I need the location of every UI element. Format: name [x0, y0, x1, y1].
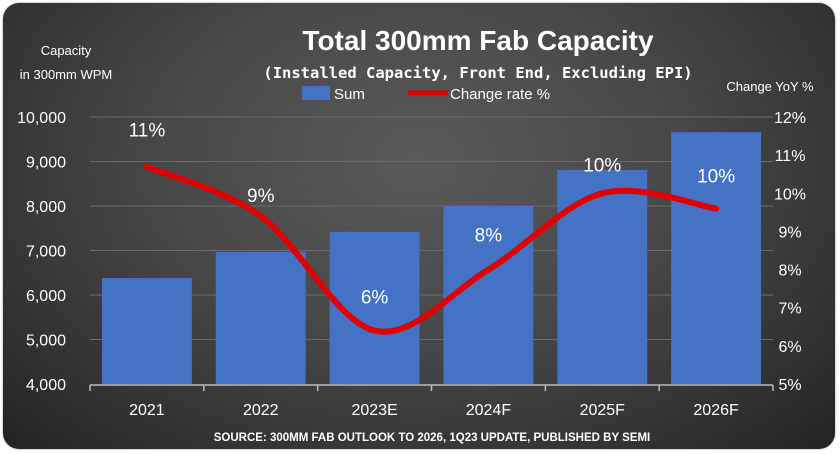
x-tick-label: 2021 [129, 402, 165, 419]
right-tick-label: 7% [778, 301, 801, 318]
data-label: 11% [129, 121, 166, 142]
data-label: 10% [583, 155, 621, 176]
source-note: SOURCE: 300MM FAB OUTLOOK TO 2026, 1Q23 … [214, 432, 650, 444]
x-tick-label: 2022 [243, 402, 279, 419]
left-tick-label: 9,000 [26, 155, 66, 172]
left-tick-label: 8,000 [26, 199, 66, 216]
right-tick-label: 10% [774, 186, 806, 203]
right-axis-label: Change YoY % [726, 79, 814, 94]
left-tick-label: 4,000 [26, 377, 66, 394]
left-axis-label-2: in 300mm WPM [20, 67, 112, 82]
left-tick-label: 5,000 [26, 333, 66, 350]
change-rate-line [143, 163, 720, 335]
data-label: 6% [361, 288, 389, 309]
right-tick-label: 9% [778, 224, 801, 241]
right-tick-label: 5% [778, 377, 801, 394]
chart-title: Total 300mm Fab Capacity [302, 25, 654, 56]
bar-2025F [557, 169, 648, 384]
left-tick-label: 7,000 [26, 244, 66, 261]
data-label: 8% [475, 226, 503, 247]
right-tick-label: 8% [778, 263, 801, 280]
legend-swatch-sum [302, 86, 330, 100]
legend-label-sum: Sum [334, 86, 365, 103]
x-tick-label: 2023E [351, 402, 397, 419]
chart-subtitle: (Installed Capacity, Front End, Excludin… [263, 64, 692, 82]
data-label: 10% [697, 167, 735, 188]
right-tick-label: 11% [775, 148, 806, 165]
left-tick-label: 6,000 [26, 288, 66, 305]
data-label: 9% [247, 186, 275, 207]
left-tick-label: 10,000 [17, 110, 66, 127]
bar-2026F [671, 132, 762, 384]
bar-2021 [101, 278, 192, 384]
left-axis-label-1: Capacity [41, 43, 92, 58]
x-tick-label: 2026F [693, 402, 739, 419]
x-tick-label: 2024F [466, 402, 512, 419]
bar-2022 [215, 251, 306, 384]
right-tick-label: 6% [778, 339, 801, 356]
right-tick-label: 12% [774, 110, 806, 127]
legend-label-change-rate: Change rate % [450, 86, 550, 103]
x-tick-label: 2025F [580, 402, 626, 419]
